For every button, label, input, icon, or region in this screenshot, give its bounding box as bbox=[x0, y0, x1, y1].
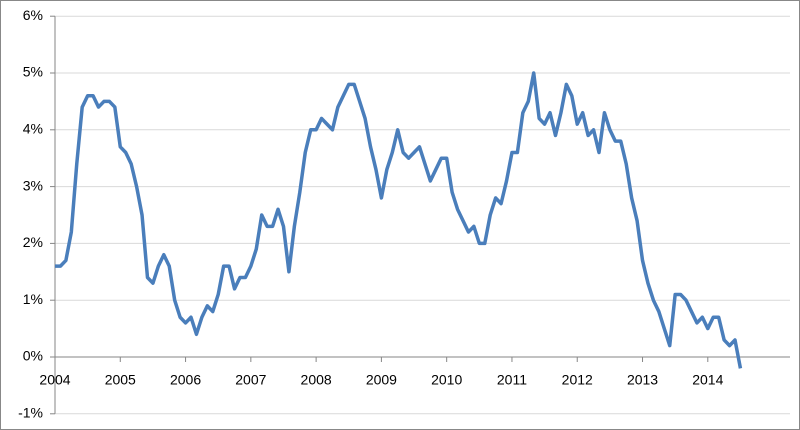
data-line bbox=[55, 71, 743, 369]
y-tick-label: 0% bbox=[23, 348, 43, 364]
x-tick-label: 2008 bbox=[301, 372, 332, 388]
y-tick-label: 1% bbox=[23, 291, 43, 307]
x-tick-label: 2013 bbox=[627, 372, 658, 388]
x-tick-label: 2006 bbox=[170, 372, 201, 388]
y-tick-label: 4% bbox=[23, 121, 43, 137]
x-tick-label: 2009 bbox=[366, 372, 397, 388]
x-tick-label: 2005 bbox=[105, 372, 136, 388]
x-tick-label: 2014 bbox=[692, 372, 723, 388]
x-tick-label: 2004 bbox=[39, 372, 70, 388]
y-tick-label: 6% bbox=[23, 7, 43, 23]
y-tick-label: -1% bbox=[18, 405, 43, 421]
x-tick-label: 2011 bbox=[497, 372, 527, 388]
x-tick-label: 2010 bbox=[431, 372, 462, 388]
x-tick-label: 2012 bbox=[562, 372, 593, 388]
y-tick-label: 3% bbox=[23, 177, 43, 193]
y-tick-label: 5% bbox=[23, 64, 43, 80]
x-tick-label: 2007 bbox=[235, 372, 266, 388]
y-tick-label: 2% bbox=[23, 234, 43, 250]
